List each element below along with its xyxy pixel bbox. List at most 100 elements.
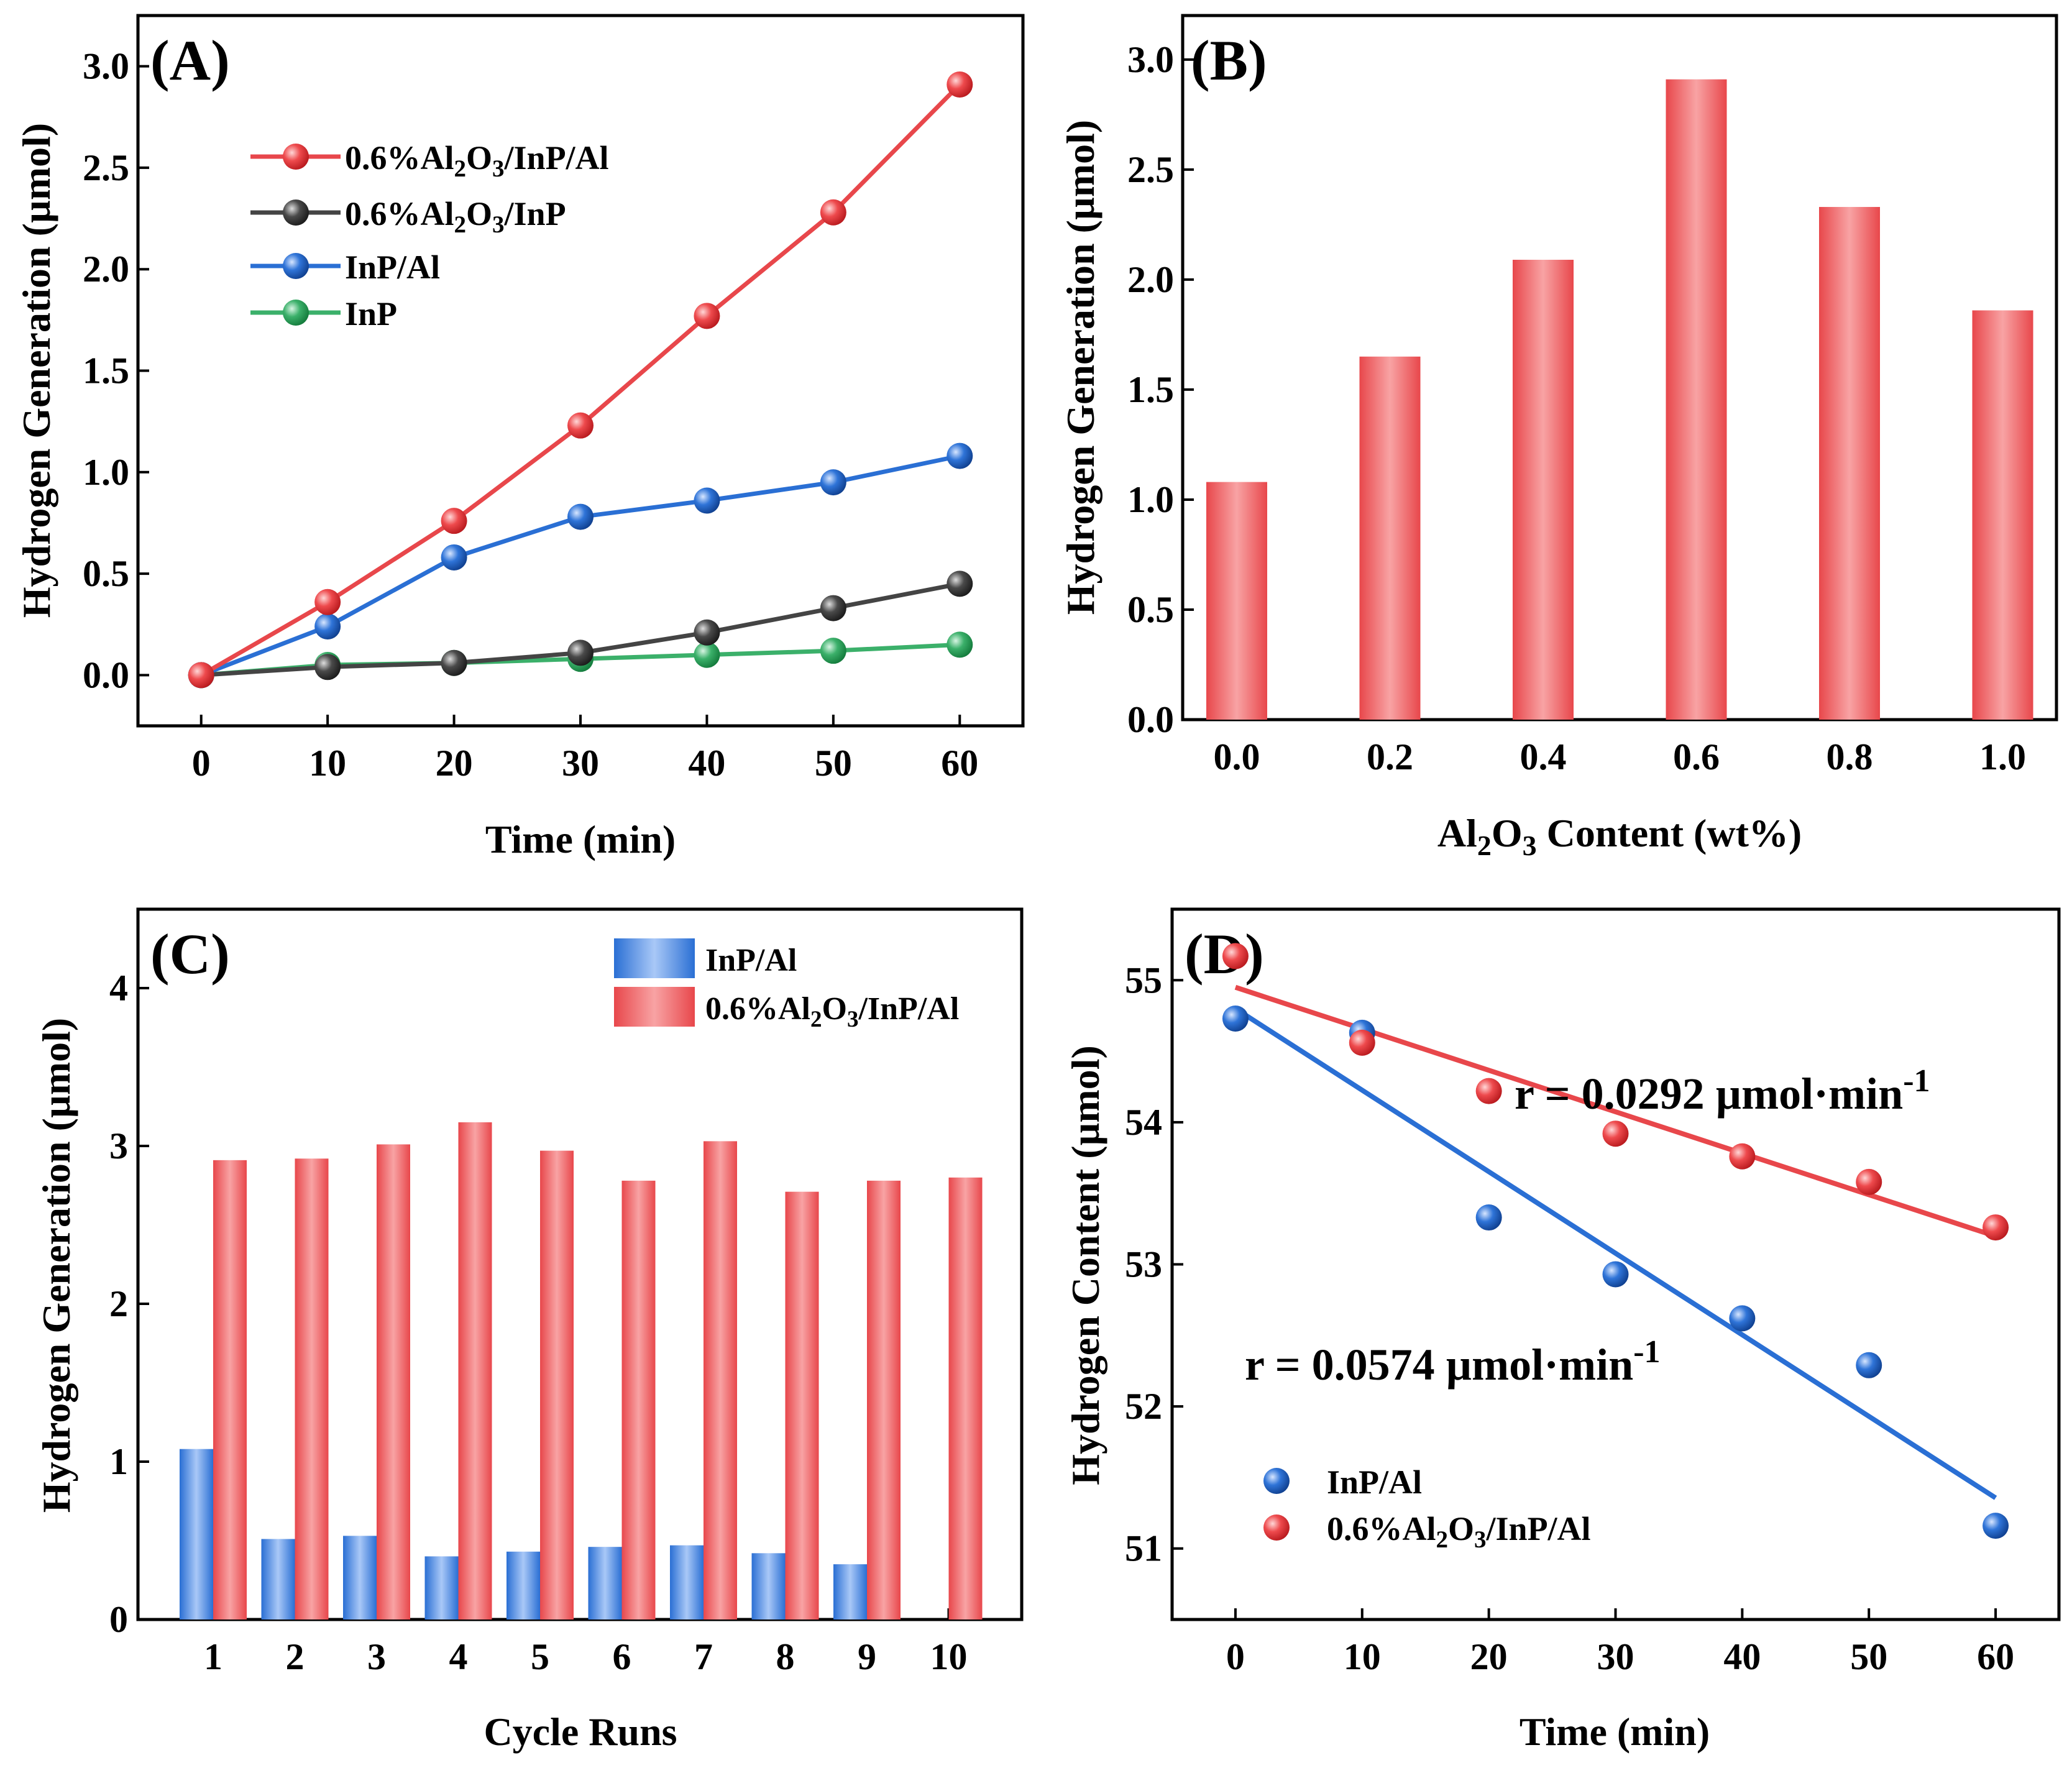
d-xtick-label: 20 — [1470, 1636, 1508, 1677]
d-legend-marker — [1263, 1514, 1290, 1541]
b-bar — [1359, 356, 1421, 720]
c-bar-blue — [670, 1545, 704, 1620]
panel-d-xlabel: Time (min) — [1520, 1710, 1710, 1754]
a-ytick-label: 1.0 — [83, 452, 129, 493]
panel-d-fits — [1234, 984, 1997, 1500]
b-ytick-label: 0.0 — [1127, 699, 1174, 740]
b-bar — [1666, 79, 1727, 720]
a-legend-label: InP/Al — [345, 249, 440, 286]
d-data-point — [1983, 1513, 2009, 1539]
c-bar-red — [458, 1122, 492, 1620]
d-xtick-label: 0 — [1226, 1636, 1245, 1677]
panel-c-label: (C) — [150, 922, 230, 986]
c-legend-swatch-blue — [614, 938, 695, 978]
a-xtick-label: 60 — [941, 743, 978, 784]
red-rate-sup: -1 — [1903, 1063, 1930, 1099]
a-xtick-label: 30 — [562, 743, 599, 784]
a-data-point — [947, 631, 973, 658]
a-ytick-label: 0.0 — [83, 654, 129, 695]
c-bar-blue — [424, 1556, 459, 1620]
a-data-point — [188, 662, 214, 689]
c-xtick-label: 6 — [613, 1636, 631, 1677]
d-data-point — [1349, 1029, 1375, 1056]
d-legend-label: 0.6%Al2O3/InP/Al — [1327, 1510, 1591, 1553]
b-ytick-label: 1.5 — [1127, 369, 1174, 410]
d-xtick-label: 40 — [1723, 1636, 1761, 1677]
c-bar-red — [540, 1150, 574, 1620]
panel-c-axes: 1 2 3 4 5 6 7 8 9 10 0 1 2 3 4 — [109, 968, 968, 1677]
c-xtick-label: 4 — [449, 1636, 468, 1677]
d-legend-label: InP/Al — [1327, 1464, 1422, 1501]
c-xtick-label: 2 — [286, 1636, 305, 1677]
a-data-point — [820, 199, 846, 226]
a-data-point — [820, 595, 846, 621]
d-data-point — [1602, 1120, 1629, 1147]
c-bar-red — [704, 1141, 737, 1620]
a-legend-marker — [283, 253, 309, 279]
c-ytick-label: 4 — [109, 968, 128, 1009]
d-data-point — [1856, 1168, 1882, 1195]
d-legend-marker — [1263, 1468, 1290, 1494]
d-data-point — [1729, 1143, 1756, 1170]
c-bar-blue — [751, 1553, 786, 1620]
d-data-point — [1222, 1006, 1249, 1032]
d-data-point — [1856, 1352, 1882, 1378]
b-ytick-label: 1.0 — [1127, 479, 1174, 520]
panel-d-axes: 0 10 20 30 40 50 60 51 52 53 54 55 — [1125, 960, 2014, 1677]
panel-d-points — [1222, 943, 2009, 1539]
d-ytick-label: 51 — [1125, 1528, 1162, 1569]
c-xtick-label: 10 — [930, 1636, 968, 1677]
panel-a-ylabel: Hydrogen Generation (µmol) — [14, 123, 58, 618]
panel-c-bars — [180, 1122, 983, 1620]
panel-a-axes: 0 10 20 30 40 50 60 0.0 0.5 1.0 1.5 2.0 2.5 3.0 — [83, 46, 978, 784]
c-xtick-label: 5 — [531, 1636, 549, 1677]
b-xtick-label: 0.0 — [1214, 736, 1260, 777]
a-data-point — [567, 503, 594, 530]
a-data-point — [820, 469, 846, 496]
d-xtick-label: 10 — [1344, 1636, 1381, 1677]
d-xtick-label: 60 — [1977, 1636, 2014, 1677]
c-bar-red — [213, 1160, 247, 1620]
panel-b: (B) 0.0 0.2 0.4 0.6 0.8 1.0 0.0 0.5 1.0 1.5 2.0 2.5… — [1058, 14, 2058, 861]
panel-b-xlabel: Al2O3 Content (wt%) — [1437, 811, 1802, 861]
b-xtick-label: 0.4 — [1520, 736, 1567, 777]
c-ytick-label: 2 — [109, 1283, 128, 1324]
a-data-point — [441, 649, 467, 676]
b-xlabel-sub2: 3 — [1523, 830, 1537, 861]
panel-a-frame — [136, 14, 1025, 728]
b-xtick-label: 0.6 — [1673, 736, 1720, 777]
c-bar-red — [377, 1144, 410, 1620]
panel-c-xlabel: Cycle Runs — [484, 1710, 677, 1754]
b-xtick-label: 0.2 — [1367, 736, 1413, 777]
panel-b-ylabel: Hydrogen Generation (µmol) — [1058, 120, 1102, 615]
d-ytick-label: 55 — [1125, 960, 1162, 1001]
c-xtick-label: 3 — [367, 1636, 386, 1677]
c-xtick-label: 8 — [776, 1636, 795, 1677]
d-data-point — [1475, 1078, 1502, 1104]
panel-b-label: (B) — [1191, 29, 1267, 92]
c-bar-blue — [833, 1564, 867, 1620]
c-xtick-label: 1 — [204, 1636, 222, 1677]
a-data-point — [314, 589, 341, 615]
a-data-point — [694, 641, 720, 668]
c-bar-blue — [343, 1536, 377, 1620]
c-legend-label: InP/Al — [705, 943, 797, 978]
panel-a-label: (A) — [150, 29, 230, 92]
c-bar-blue — [588, 1547, 622, 1620]
a-data-point — [441, 544, 467, 570]
blue-rate-base: r = 0.0574 µmol·min — [1245, 1340, 1633, 1390]
d-data-point — [1222, 943, 1249, 969]
b-xlabel-sub1: 2 — [1477, 830, 1492, 861]
panel-b-bars — [1206, 79, 2033, 720]
c-bar-red — [867, 1180, 901, 1620]
a-ytick-label: 3.0 — [83, 46, 129, 87]
a-data-point — [441, 508, 467, 534]
c-legend-swatch-red — [614, 987, 695, 1027]
b-ytick-label: 2.0 — [1127, 259, 1174, 300]
b-xlabel-base: Al — [1437, 811, 1477, 855]
d-data-point — [1602, 1261, 1629, 1288]
a-legend-label: 0.6%Al2O3/InP/Al — [345, 139, 609, 182]
d-fit-line — [1234, 1006, 1997, 1500]
d-ytick-label: 53 — [1125, 1244, 1162, 1285]
